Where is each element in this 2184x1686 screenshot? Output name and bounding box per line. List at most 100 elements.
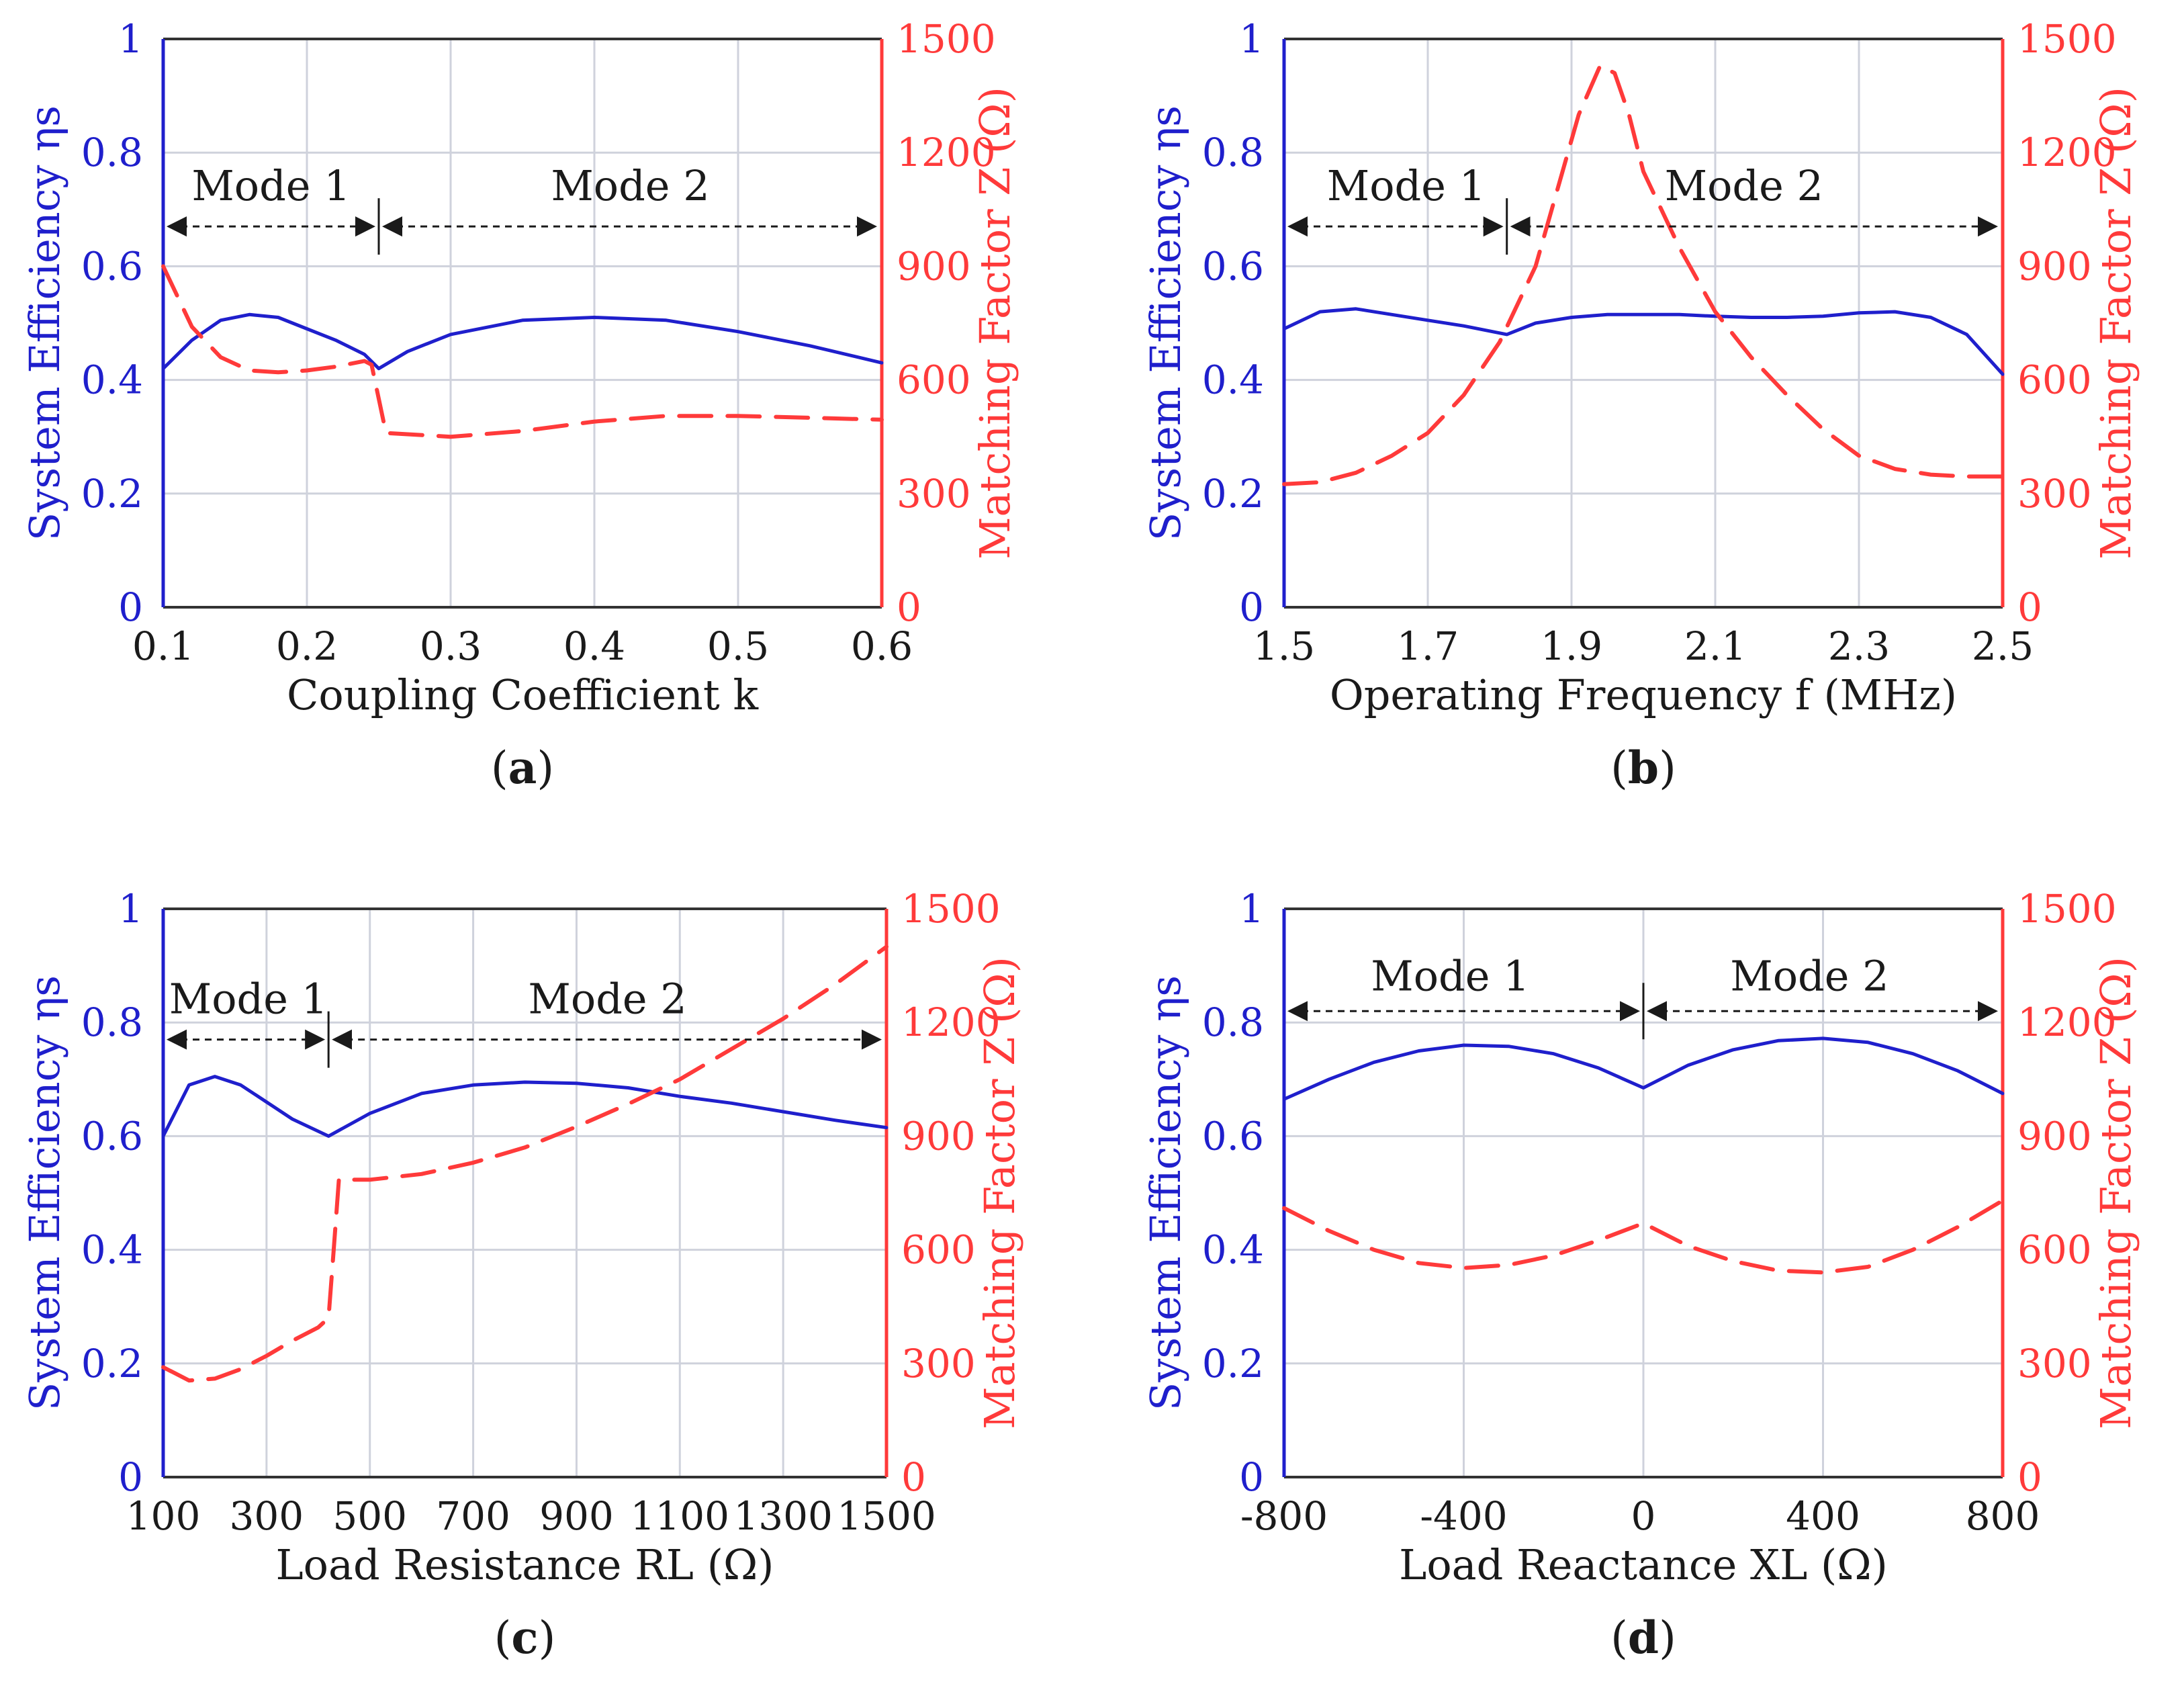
panel-d-ylabel-right: Matching Factor Z (Ω) bbox=[2091, 957, 2140, 1429]
panel-a-xlabel: Coupling Coefficient k bbox=[287, 670, 759, 719]
panel-b-xlabel: Operating Frequency f (MHz) bbox=[1330, 670, 1957, 719]
panel-a-ytick-left: 0.4 bbox=[81, 357, 143, 403]
panel-d-xtick: 800 bbox=[1966, 1493, 2040, 1539]
panel-d-caption: (d) bbox=[1610, 1611, 1676, 1664]
panel-c-ytick-left: 0.8 bbox=[81, 1000, 143, 1045]
panel-c-caption: (c) bbox=[494, 1611, 556, 1664]
panel-a-xtick: 0.3 bbox=[420, 623, 482, 669]
panel-d-ytick-left: 1 bbox=[1239, 886, 1264, 932]
panel-b-ytick-left: 1 bbox=[1239, 16, 1264, 62]
panel-b-xtick: 2.5 bbox=[1972, 623, 2034, 669]
panel-b-matching-factor-line bbox=[1282, 63, 2005, 486]
panel-a-ytick-left: 0.6 bbox=[81, 243, 143, 289]
panel-d-efficiency-line bbox=[1282, 1036, 2005, 1101]
panel-a-efficiency-line bbox=[161, 312, 884, 371]
panel-b-grid bbox=[1284, 39, 2003, 607]
panel-d-ytick-left: 0.2 bbox=[1202, 1341, 1264, 1386]
panel-c-xlabel: Load Resistance RL (Ω) bbox=[276, 1540, 774, 1589]
panel-b-ytick-left: 0.4 bbox=[1202, 357, 1264, 403]
panel-d-xtick: -800 bbox=[1240, 1493, 1328, 1539]
panel-c-ytick-left: 0.4 bbox=[81, 1227, 143, 1273]
panel-b-ytick-left: 0.6 bbox=[1202, 243, 1264, 289]
panel-c-ytick-left: 0.2 bbox=[81, 1341, 143, 1386]
panel-a-ytick-right: 600 bbox=[897, 357, 971, 403]
panel-a-ytick-left: 0 bbox=[118, 584, 143, 630]
panel-c-ylabel-left: System Efficiency ηs bbox=[20, 975, 69, 1411]
panel-b-ytick-right: 1500 bbox=[2017, 16, 2117, 62]
panel-a-xtick: 0.5 bbox=[707, 623, 769, 669]
panel-a-matching-factor-line bbox=[161, 264, 884, 439]
panel-a-xtick: 0.1 bbox=[132, 623, 194, 669]
panel-c-xtick: 900 bbox=[539, 1493, 614, 1539]
panel-b: 0 0.2 0.4 0.6 0.8 1 0 300 600 900 1200 1500 1.5 1.7 1.… bbox=[1141, 16, 2140, 794]
panel-b-ytick-right: 600 bbox=[2017, 357, 2092, 403]
panel-c-ytick-right: 900 bbox=[901, 1113, 976, 1159]
panel-c-xtick: 300 bbox=[229, 1493, 304, 1539]
panel-d-ytick-left: 0.6 bbox=[1202, 1113, 1264, 1159]
panel-d-ytick-right: 600 bbox=[2017, 1227, 2092, 1273]
panel-a: 0 0.2 0.4 0.6 0.8 1 0 300 600 900 1200 1500 0.1 0.2 0.… bbox=[20, 16, 1019, 794]
panel-d-ytick-right: 1200 bbox=[2017, 1000, 2117, 1045]
panel-b-ytick-left: 0.8 bbox=[1202, 130, 1264, 175]
panel-a-grid bbox=[163, 39, 882, 607]
panel-c-ytick-right: 1200 bbox=[901, 1000, 1001, 1045]
panel-b-ytick-left: 0.2 bbox=[1202, 471, 1264, 517]
panel-b-ytick-right: 1200 bbox=[2017, 130, 2117, 175]
panel-b-ylabel-left: System Efficiency ηs bbox=[1141, 105, 1190, 541]
panel-b-xtick: 1.9 bbox=[1541, 623, 1602, 669]
panel-d-ytick-right: 900 bbox=[2017, 1113, 2092, 1159]
panel-d-xlabel: Load Reactance XL (Ω) bbox=[1399, 1540, 1888, 1589]
panel-d-ytick-left: 0.8 bbox=[1202, 1000, 1264, 1045]
panel-d-ytick-left: 0 bbox=[1239, 1454, 1264, 1500]
panel-b-xtick: 1.7 bbox=[1397, 623, 1459, 669]
panel-a-ytick-right: 1200 bbox=[897, 130, 996, 175]
panel-a-ytick-left: 1 bbox=[118, 16, 143, 62]
panel-b-efficiency-line bbox=[1282, 307, 2005, 376]
panel-b-mode1-label: Mode 1 bbox=[1327, 161, 1486, 210]
panel-a-mode1-label: Mode 1 bbox=[191, 161, 350, 210]
panel-c-xtick: 500 bbox=[332, 1493, 407, 1539]
panel-c-xtick: 1500 bbox=[837, 1493, 936, 1539]
panel-d-ytick-right: 300 bbox=[2017, 1341, 2092, 1386]
panel-d-xtick: 400 bbox=[1786, 1493, 1860, 1539]
panel-c-ytick-left: 0 bbox=[118, 1454, 143, 1500]
panel-b-xtick: 2.3 bbox=[1828, 623, 1890, 669]
panel-c-ytick-right: 1500 bbox=[901, 886, 1001, 932]
panel-a-xtick: 0.4 bbox=[563, 623, 625, 669]
panel-a-mode2-label: Mode 2 bbox=[551, 161, 709, 210]
panel-c-xtick: 100 bbox=[126, 1493, 201, 1539]
panel-a-xtick: 0.2 bbox=[276, 623, 338, 669]
panel-d-ytick-left: 0.4 bbox=[1202, 1227, 1264, 1273]
panel-a-ytick-right: 0 bbox=[897, 584, 921, 630]
panel-d-xtick: -400 bbox=[1420, 1493, 1507, 1539]
panel-a-ytick-left: 0.8 bbox=[81, 130, 143, 175]
panel-c-efficiency-line bbox=[161, 1075, 889, 1138]
panel-c-ylabel-right: Matching Factor Z (Ω) bbox=[975, 957, 1024, 1429]
panel-a-ytick-right: 300 bbox=[897, 471, 971, 517]
panel-b-caption: (b) bbox=[1610, 742, 1676, 794]
panel-c-mode1-label: Mode 1 bbox=[169, 974, 328, 1023]
panel-b-ytick-right: 300 bbox=[2017, 471, 2092, 517]
panel-c-xtick: 1300 bbox=[733, 1493, 833, 1539]
panel-c-ytick-left: 1 bbox=[118, 886, 143, 932]
panel-b-ylabel-right: Matching Factor Z (Ω) bbox=[2091, 87, 2140, 560]
panel-d-xtick: 0 bbox=[1631, 1493, 1656, 1539]
panel-d-mode2-label: Mode 2 bbox=[1730, 952, 1889, 1001]
panel-c: 0 0.2 0.4 0.6 0.8 1 0 300 600 900 1200 1500 100 300 50… bbox=[20, 886, 1024, 1664]
panel-b-ytick-right: 900 bbox=[2017, 243, 2092, 289]
panel-a-xtick: 0.6 bbox=[851, 623, 913, 669]
panel-a-caption: (a) bbox=[491, 742, 554, 794]
panel-b-ytick-right: 0 bbox=[2017, 584, 2042, 630]
panel-d-ytick-right: 1500 bbox=[2017, 886, 2117, 932]
panel-a-ytick-left: 0.2 bbox=[81, 471, 143, 517]
panel-a-ylabel-right: Matching Factor Z (Ω) bbox=[970, 87, 1019, 560]
panel-c-grid bbox=[163, 909, 886, 1477]
panel-c-mode2-label: Mode 2 bbox=[528, 974, 686, 1023]
panel-c-ytick-left: 0.6 bbox=[81, 1113, 143, 1159]
panel-c-ytick-right: 0 bbox=[901, 1454, 926, 1500]
panel-c-ytick-right: 300 bbox=[901, 1341, 976, 1386]
panel-d-matching-factor-line bbox=[1282, 1198, 2005, 1275]
panel-d: 0 0.2 0.4 0.6 0.8 1 0 300 600 900 1200 1500 -800 -400… bbox=[1141, 886, 2140, 1664]
panel-d-ylabel-left: System Efficiency ηs bbox=[1141, 975, 1190, 1411]
